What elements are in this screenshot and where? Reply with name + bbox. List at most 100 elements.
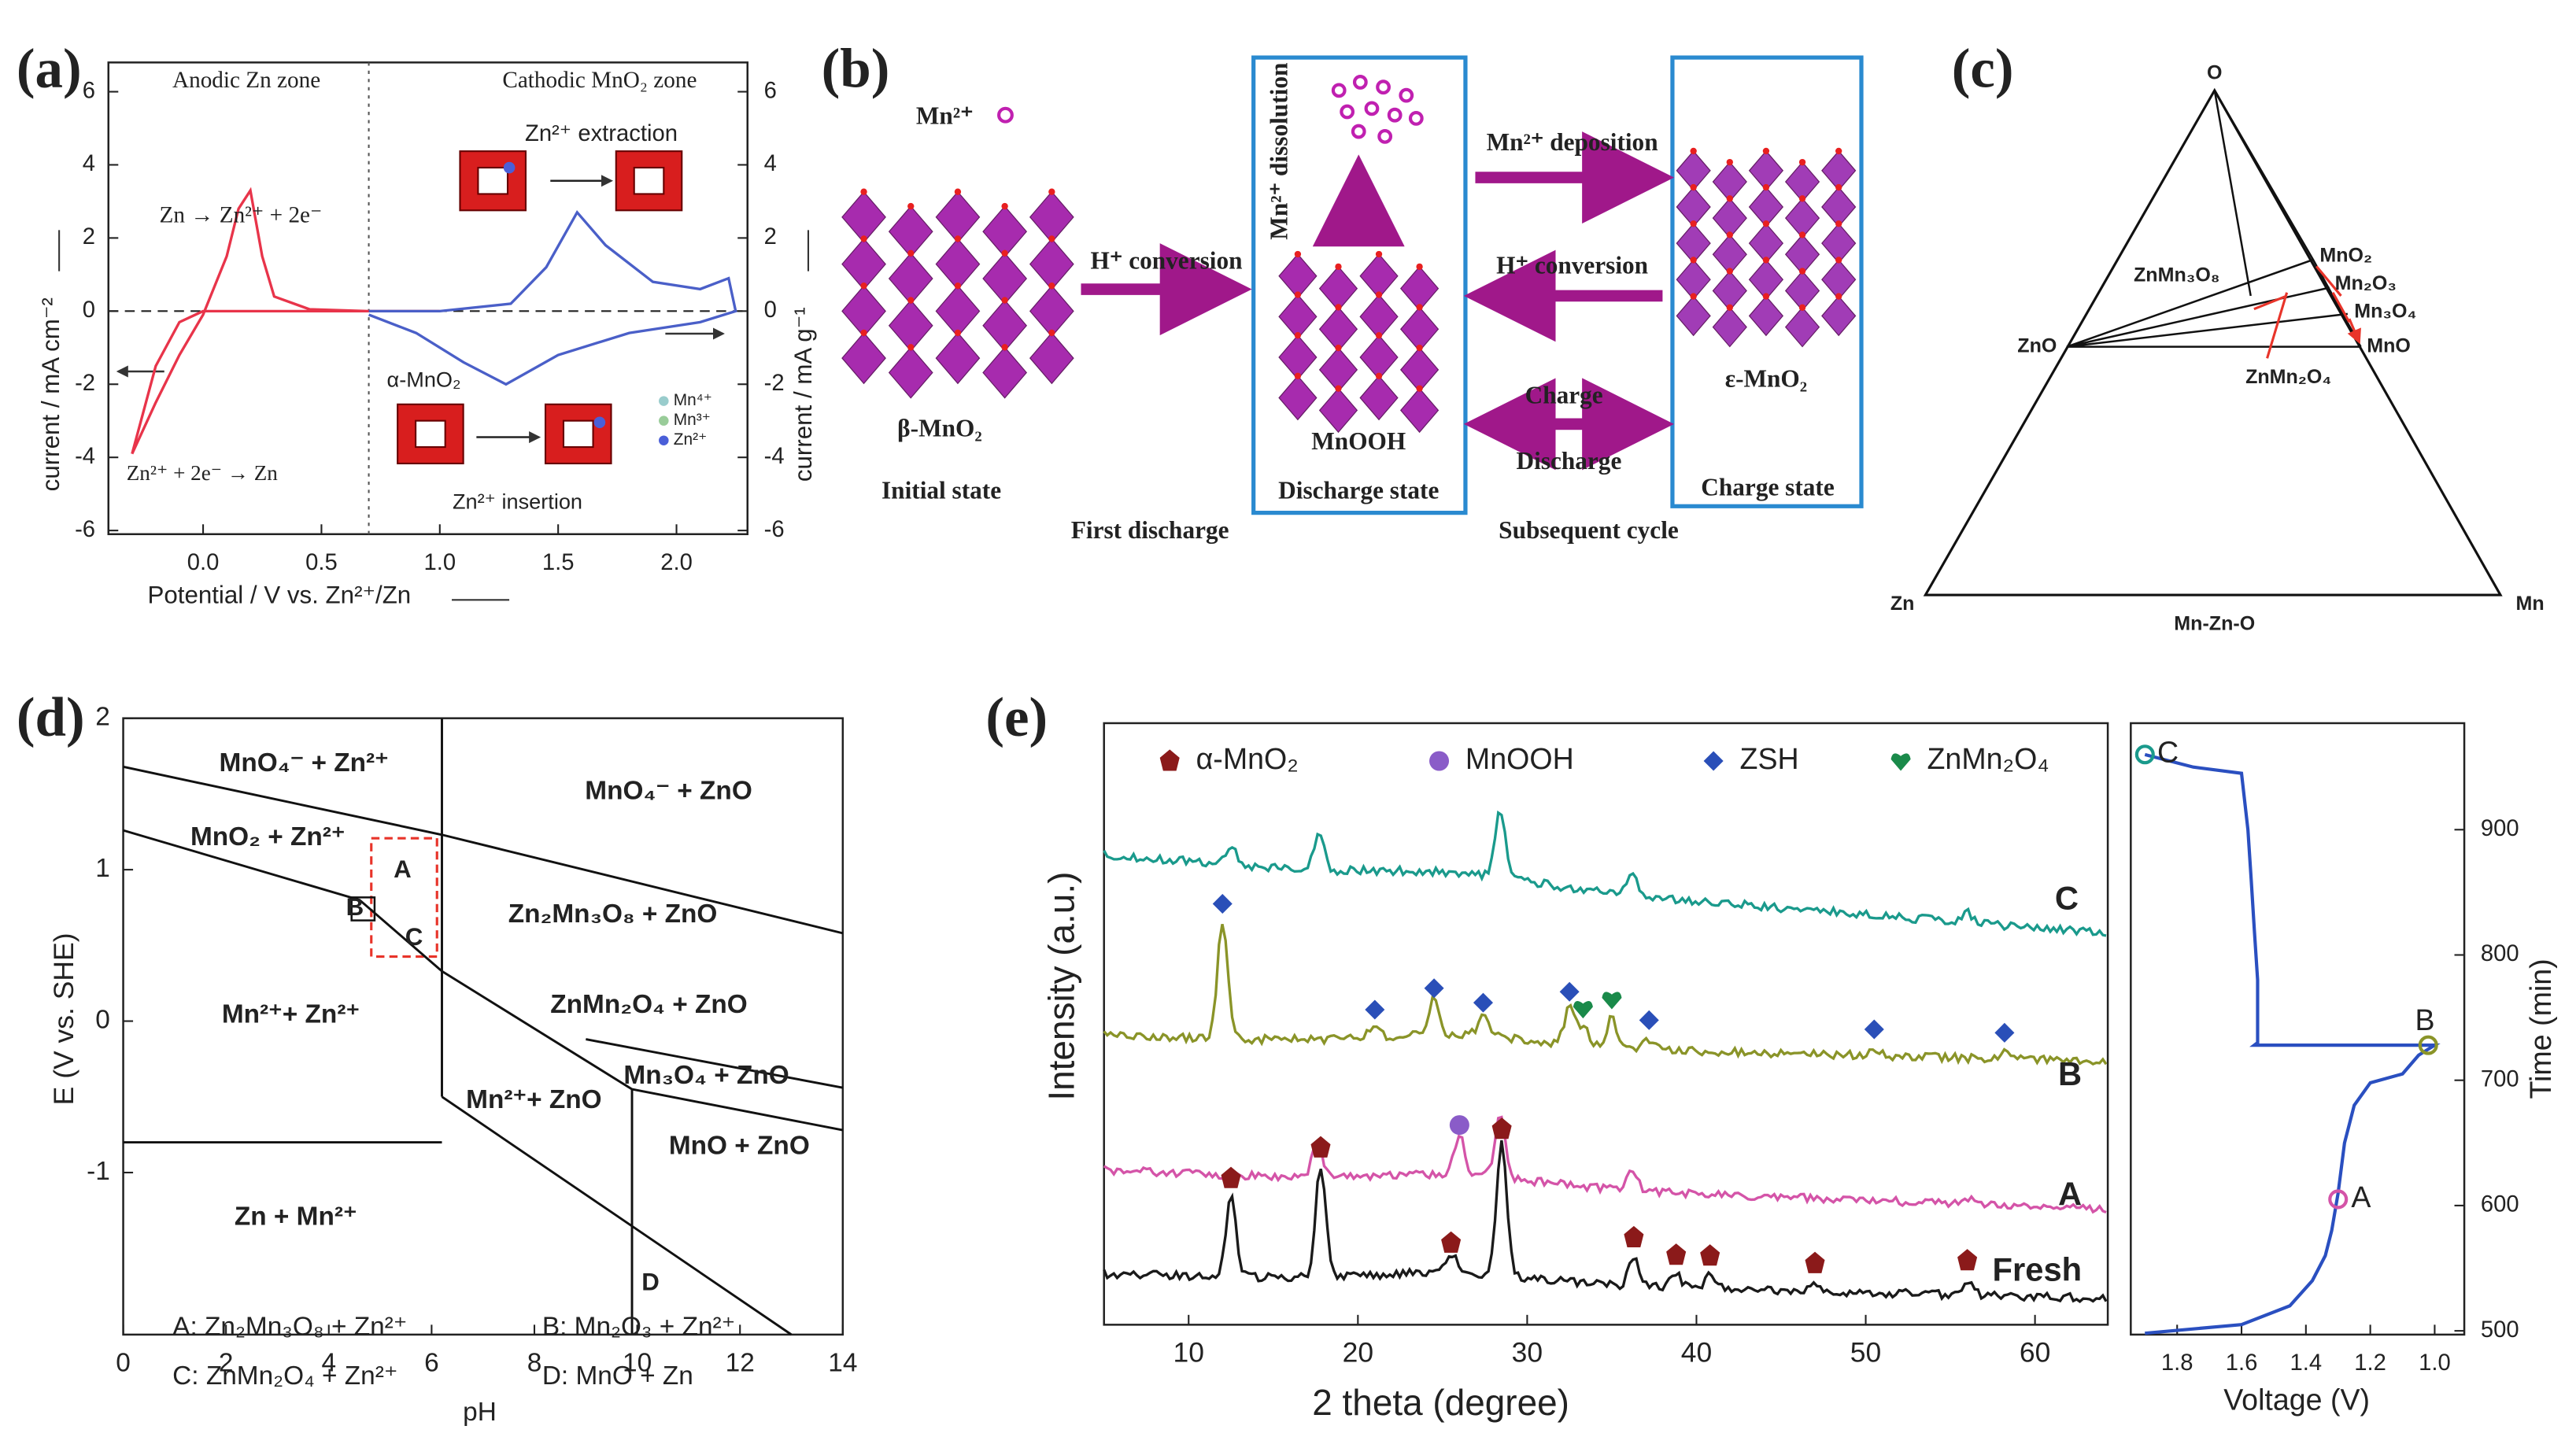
red-arrows	[2253, 265, 2360, 359]
x-axis-label: 2 theta (degree)	[1312, 1382, 1569, 1423]
label: Zn²⁺	[674, 430, 707, 449]
x-tick-label: 0.5	[305, 550, 338, 575]
label: Mn	[2515, 593, 2544, 615]
atom	[1294, 250, 1302, 258]
atom	[1375, 331, 1383, 339]
axes-frame	[1103, 722, 2109, 1326]
atom	[1726, 195, 1733, 202]
tie-lines	[2066, 90, 2362, 348]
atom	[1001, 202, 1008, 210]
label: ZnMn₃O₈	[2134, 264, 2220, 286]
point-label: C	[405, 923, 423, 951]
phase-marker	[1159, 749, 1180, 771]
octahedron	[935, 331, 981, 385]
label: Mn⁴⁺	[674, 391, 712, 409]
atom	[860, 283, 867, 290]
octahedron	[1318, 265, 1358, 312]
atom	[1762, 293, 1770, 300]
y2-tick-label: -6	[764, 517, 785, 542]
region-label: Mn₃O₄ + ZnO	[623, 1061, 789, 1090]
x-tick-label: 0	[116, 1348, 131, 1377]
octahedron	[1278, 253, 1318, 299]
y2-tick-label: -4	[764, 444, 785, 469]
label: Mn-Zn-O	[2174, 612, 2255, 634]
label: Cathodic MnO₂ zone	[502, 68, 697, 93]
phase-marker	[1703, 751, 1724, 771]
x-tick-label: 0.0	[187, 550, 220, 575]
atom	[954, 283, 962, 290]
atom	[1835, 293, 1842, 300]
key-label: B: Mn₂O₃ + Zn²⁺	[542, 1312, 735, 1341]
x-axis-label: Voltage (V)	[2223, 1383, 2370, 1416]
label: First discharge	[1071, 516, 1229, 544]
region-label: Mn²⁺+ ZnO	[466, 1085, 601, 1114]
octahedron	[1399, 387, 1440, 434]
x-tick-label: 14	[828, 1348, 857, 1377]
label: Zn²⁺ + 2e⁻ → Zn	[127, 461, 279, 485]
phase-marker	[1573, 1000, 1593, 1019]
label: β-MnO₂	[897, 414, 982, 441]
phase-marker	[1602, 992, 1622, 1010]
atom	[1294, 372, 1302, 379]
ion-key	[659, 435, 669, 445]
atom	[907, 249, 915, 257]
axes-frame	[122, 717, 844, 1336]
x-tick-label: 6	[424, 1348, 439, 1377]
x-tick-label: 10	[623, 1348, 652, 1377]
label: O	[2207, 62, 2222, 84]
xrd-pattern	[1103, 924, 2108, 1066]
region-label: MnO + ZnO	[669, 1132, 810, 1161]
octahedron	[1278, 375, 1318, 421]
x-tick-label: 20	[1343, 1336, 1373, 1368]
atom	[954, 329, 962, 337]
cv-curve	[368, 209, 737, 386]
atom	[954, 235, 962, 242]
atom	[1762, 257, 1770, 264]
atom	[1416, 304, 1423, 311]
tunnel-core	[562, 419, 594, 449]
y2-tick-label: -2	[764, 371, 785, 396]
phase-marker	[1365, 999, 1385, 1020]
atom	[1798, 304, 1806, 311]
ternary	[1923, 87, 2503, 597]
y-tick-label: 0	[83, 297, 95, 323]
octahedron	[982, 205, 1028, 258]
label: α-MnO₂	[387, 368, 461, 392]
atom	[907, 202, 915, 210]
axes-frame	[107, 61, 749, 536]
label: Initial state	[881, 477, 1001, 504]
label: Mn²⁺	[916, 102, 974, 130]
phase-boundary	[631, 1088, 844, 1132]
octahedron	[888, 346, 933, 399]
mn-ion	[1399, 87, 1414, 103]
atom	[1690, 220, 1697, 227]
octahedron	[841, 285, 886, 338]
x-tick-label: 30	[1512, 1336, 1543, 1368]
atom	[1335, 385, 1342, 392]
x-tick-label: 1.0	[423, 550, 456, 575]
octahedron	[1748, 295, 1784, 337]
axes-frame	[2130, 722, 2466, 1336]
phase-boundary	[441, 1095, 793, 1336]
key-label: C: ZnMn₂O₄ + Zn²⁺	[172, 1361, 397, 1391]
state-label: B	[2415, 1003, 2435, 1036]
octahedron	[841, 331, 886, 385]
atom	[1835, 183, 1842, 191]
octahedron	[982, 252, 1028, 305]
xrd-pattern	[1103, 1115, 2107, 1214]
octahedron	[1318, 306, 1358, 352]
label: MnO₂	[2319, 244, 2372, 266]
xrd-pattern	[1103, 1140, 2108, 1304]
region-label: MnO₄⁻ + ZnO	[585, 776, 752, 805]
xrd-pattern	[1103, 810, 2107, 937]
octahedron	[1359, 294, 1399, 340]
atom	[1690, 257, 1697, 264]
point-box	[350, 896, 376, 922]
y-tick-label: -6	[75, 517, 95, 542]
atom	[1690, 293, 1697, 300]
atom	[860, 188, 867, 195]
mn-ion	[1340, 104, 1355, 120]
label: Subsequent cycle	[1499, 516, 1679, 544]
octahedron	[982, 299, 1028, 352]
mn-ion	[1352, 75, 1368, 90]
